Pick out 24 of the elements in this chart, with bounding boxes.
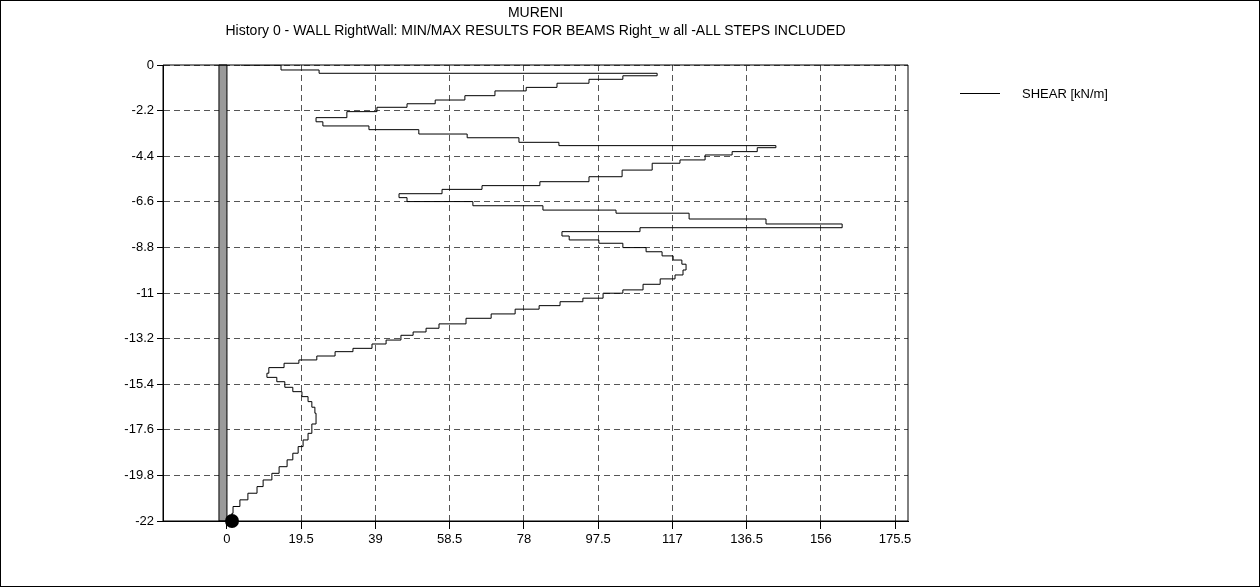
- x-tick-label: 58.5: [437, 531, 463, 547]
- x-tick-label: 97.5: [585, 531, 611, 547]
- y-tick-label: -4.4: [131, 147, 154, 163]
- y-tick-label: -13.2: [124, 330, 154, 346]
- x-tick-label: 117: [661, 531, 683, 547]
- y-tick-label: -8.8: [131, 238, 154, 254]
- x-tick-label: 175.5: [878, 531, 912, 547]
- y-tick-label: -2.2: [131, 102, 154, 118]
- x-tick-label: 136.5: [730, 531, 763, 547]
- y-tick-label: -19.8: [124, 466, 154, 482]
- x-tick-label: 39: [368, 531, 383, 547]
- x-tick-label: 156: [809, 531, 832, 547]
- x-tick-label: 0: [223, 531, 231, 547]
- y-tick-label: 0: [146, 56, 154, 72]
- x-tick-label: 19.5: [288, 531, 314, 547]
- x-tick-label: 78: [516, 531, 532, 547]
- y-tick-label: -17.6: [124, 421, 154, 437]
- chart-subtitle: History 0 - WALL RightWall: MIN/MAX RESULTS FOR BEAMS Right_w all -ALL STEPS INCLUDED: [224, 22, 847, 38]
- y-tick-label: -22: [135, 512, 154, 528]
- y-tick-label: -15.4: [124, 375, 154, 391]
- y-tick-label: -11: [136, 284, 154, 300]
- legend-label: SHEAR [kN/m]: [1022, 86, 1108, 101]
- chart-title: MURENI: [506, 4, 565, 20]
- y-tick-label: -6.6: [131, 193, 154, 209]
